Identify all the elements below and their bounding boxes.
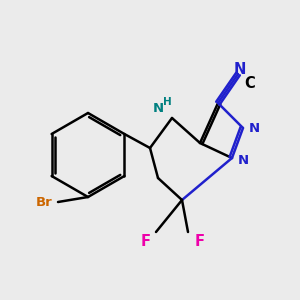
Text: N: N xyxy=(237,154,249,166)
Text: N: N xyxy=(152,101,164,115)
Text: C: C xyxy=(244,76,255,92)
Text: F: F xyxy=(195,233,205,248)
Text: H: H xyxy=(163,97,171,107)
Text: Br: Br xyxy=(36,196,52,209)
Text: F: F xyxy=(141,233,151,248)
Text: N: N xyxy=(248,122,260,134)
Text: N: N xyxy=(234,61,246,76)
